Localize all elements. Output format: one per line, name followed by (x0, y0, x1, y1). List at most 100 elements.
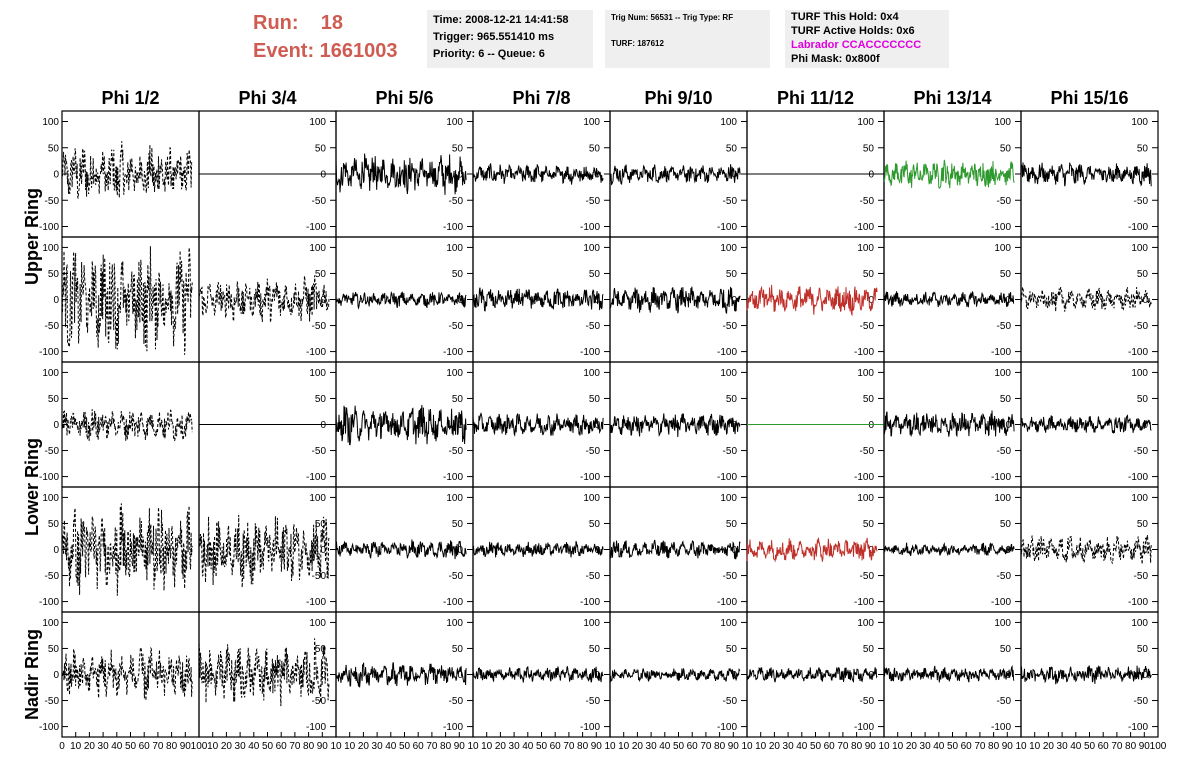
y-tick-label: -100 (39, 722, 59, 733)
y-tick-label: -100 (717, 722, 737, 733)
y-tick-label: -50 (45, 446, 60, 457)
y-tick-label: 50 (589, 644, 601, 655)
trigger-info-box: Trig Num: 56531 -- Trig Type: RF TURF: 1… (605, 10, 770, 68)
y-tick-label: -100 (39, 472, 59, 483)
x-tick-label: 80 (440, 741, 452, 752)
y-tick-label: -50 (449, 196, 464, 207)
y-tick-label: -50 (586, 321, 601, 332)
y-tick-label: -50 (312, 321, 327, 332)
waveform-trace (61, 646, 193, 701)
y-tick-label: -100 (580, 222, 600, 233)
x-tick-label: 20 (358, 741, 370, 752)
column-header: Phi 3/4 (238, 88, 296, 108)
y-tick-label: 50 (452, 143, 464, 154)
y-tick-label: 50 (48, 644, 60, 655)
y-tick-label: -50 (312, 696, 327, 707)
x-tick-label: 100 (1150, 741, 1167, 752)
x-tick-label: 60 (824, 741, 836, 752)
waveform-trace (609, 668, 741, 683)
x-tick-label: 90 (454, 741, 466, 752)
y-tick-label: 50 (726, 394, 738, 405)
x-tick-label: 40 (111, 741, 123, 752)
ring-label: Nadir Ring (22, 629, 42, 720)
y-tick-label: 50 (315, 519, 327, 530)
y-tick-label: -50 (723, 321, 738, 332)
x-tick-label: 90 (180, 741, 192, 752)
y-tick-label: 100 (446, 618, 463, 629)
y-tick-label: 100 (994, 618, 1011, 629)
x-tick-label: 70 (289, 741, 301, 752)
x-tick-label: 90 (1139, 741, 1151, 752)
x-tick-label: 60 (413, 741, 425, 752)
waveform-trace (609, 539, 741, 560)
y-tick-label: -100 (306, 222, 326, 233)
x-tick-label: 50 (947, 741, 959, 752)
y-tick-label: -50 (723, 196, 738, 207)
x-tick-label: 70 (700, 741, 712, 752)
y-tick-label: 0 (1142, 545, 1148, 556)
y-tick-label: 100 (857, 368, 874, 379)
y-tick-label: 100 (1131, 368, 1148, 379)
y-tick-label: -50 (997, 321, 1012, 332)
x-tick-label: 90 (728, 741, 740, 752)
y-tick-label: -50 (723, 446, 738, 457)
x-tick-label: 50 (125, 741, 137, 752)
y-tick-label: -50 (1134, 446, 1149, 457)
x-tick-label: 70 (152, 741, 164, 752)
x-tick-label: 60 (961, 741, 973, 752)
y-tick-label: 100 (446, 368, 463, 379)
panel-frame (335, 361, 474, 488)
y-tick-label: 0 (868, 170, 874, 181)
y-tick-label: -100 (991, 222, 1011, 233)
x-tick-label: 60 (139, 741, 151, 752)
x-tick-label: 30 (235, 741, 247, 752)
x-tick-label: 30 (1057, 741, 1069, 752)
y-tick-label: -50 (860, 321, 875, 332)
y-tick-label: 100 (994, 368, 1011, 379)
y-tick-label: 100 (583, 618, 600, 629)
y-tick-label: -100 (306, 597, 326, 608)
y-tick-label: -50 (45, 196, 60, 207)
y-tick-label: 100 (1131, 618, 1148, 629)
y-tick-label: 100 (309, 493, 326, 504)
x-tick-label: 80 (303, 741, 315, 752)
y-tick-label: 0 (1142, 670, 1148, 681)
y-tick-label: -50 (312, 446, 327, 457)
y-tick-label: 50 (1137, 143, 1149, 154)
y-tick-label: 50 (452, 644, 464, 655)
y-tick-label: -100 (580, 472, 600, 483)
x-tick-label: 80 (988, 741, 1000, 752)
this-hold-text: TURF This Hold: 0x4 (791, 11, 899, 23)
x-tick-label: 70 (563, 741, 575, 752)
y-tick-label: -50 (586, 196, 601, 207)
y-tick-label: 50 (1000, 519, 1012, 530)
x-tick-label: 50 (262, 741, 274, 752)
x-tick-label: 30 (646, 741, 658, 752)
y-tick-label: 50 (726, 269, 738, 280)
y-tick-label: 0 (53, 420, 59, 431)
x-tick-label: 50 (673, 741, 685, 752)
y-tick-label: 50 (1000, 644, 1012, 655)
y-tick-label: -100 (717, 472, 737, 483)
waveform-trace (883, 410, 1015, 438)
y-tick-label: 100 (1131, 117, 1148, 128)
active-holds-text: TURF Active Holds: 0x6 (791, 25, 915, 37)
trigger-text: Trigger: 965.551410 ms (433, 31, 555, 43)
time-text: Time: 2008-12-21 14:41:58 (433, 14, 569, 26)
y-tick-label: -50 (312, 196, 327, 207)
y-tick-label: 50 (863, 269, 875, 280)
turf-text: TURF: 187612 (611, 39, 664, 48)
x-tick-label: 40 (522, 741, 534, 752)
y-tick-label: 100 (583, 493, 600, 504)
trig-num-text: Trig Num: 56531 -- Trig Type: RF (611, 13, 734, 22)
waveform-trace (1020, 664, 1152, 685)
y-tick-label: -50 (1134, 696, 1149, 707)
x-tick-label: 50 (536, 741, 548, 752)
y-tick-label: 100 (309, 618, 326, 629)
y-tick-label: 0 (868, 420, 874, 431)
x-tick-label: 80 (166, 741, 178, 752)
column-header: Phi 5/6 (375, 88, 433, 108)
y-tick-label: 100 (720, 368, 737, 379)
y-tick-label: 50 (315, 394, 327, 405)
y-tick-label: 50 (1137, 644, 1149, 655)
